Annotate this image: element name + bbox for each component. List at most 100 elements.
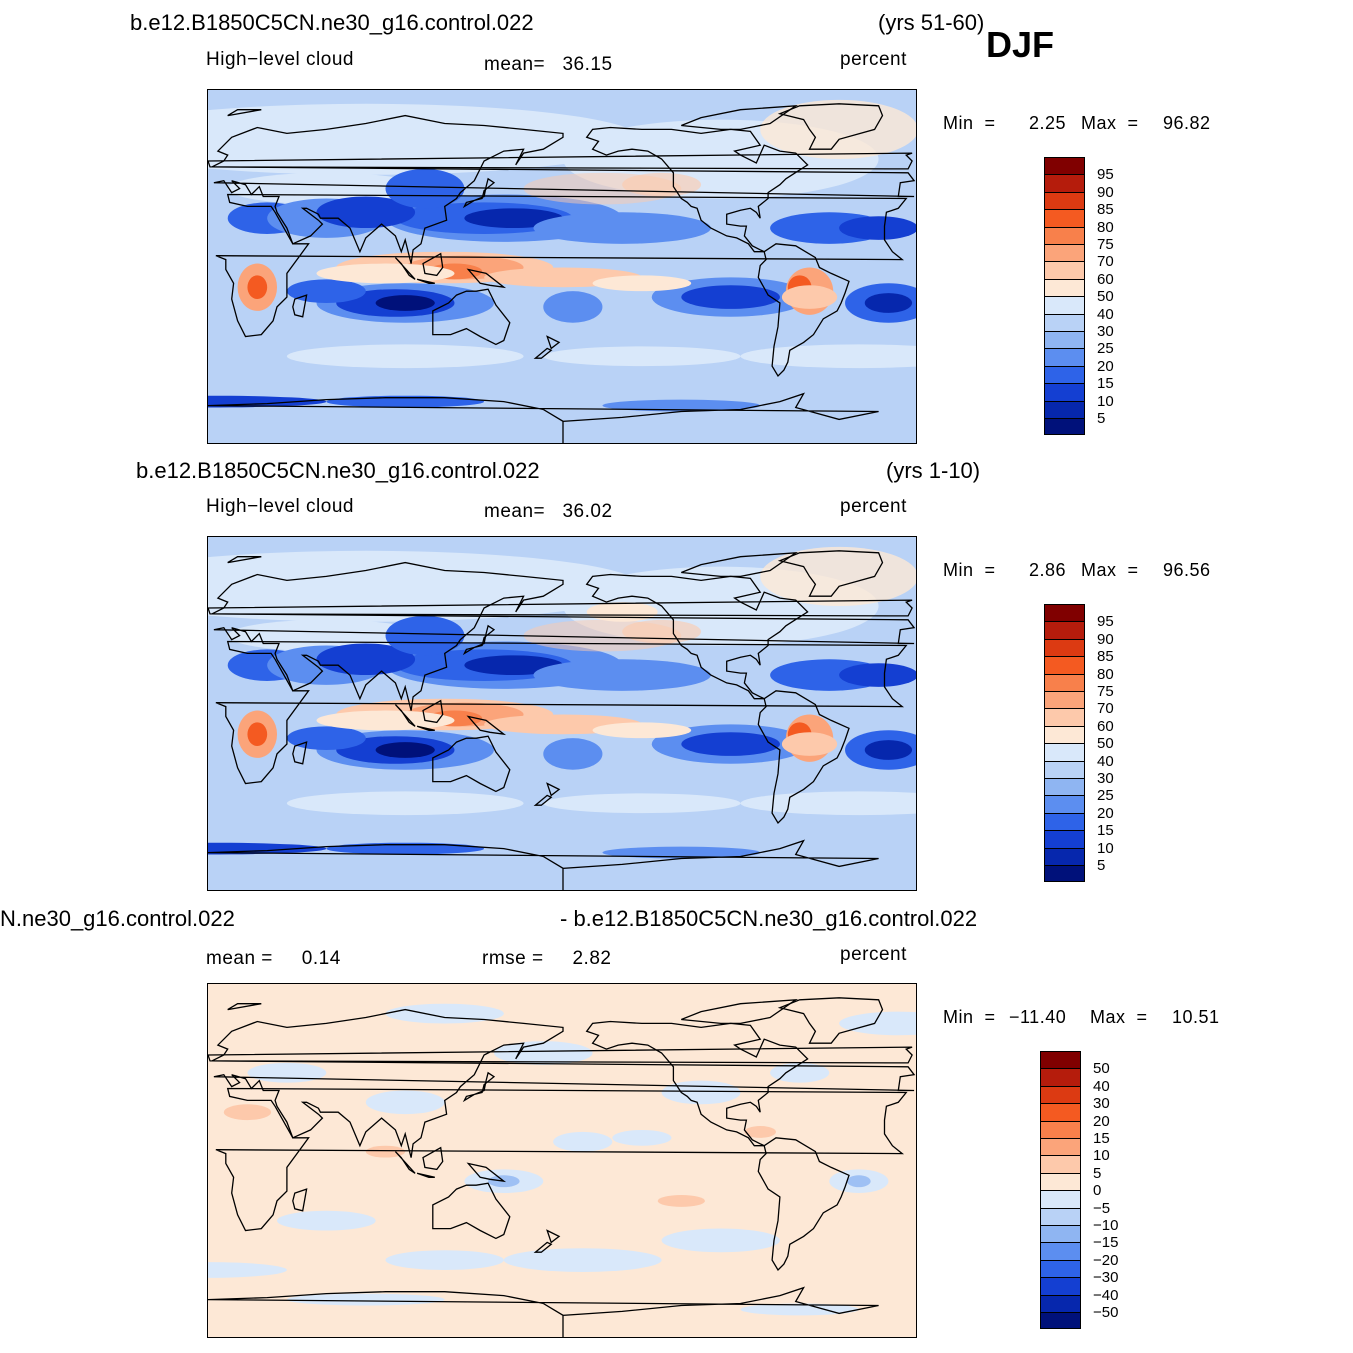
colorbar-box xyxy=(1044,174,1085,192)
colorbar-label: 5 xyxy=(1093,1164,1102,1182)
contour-blob xyxy=(286,1293,445,1306)
contour-blob xyxy=(277,1210,376,1231)
colorbar-frame xyxy=(1044,604,1085,883)
coastline xyxy=(227,109,262,117)
contour-blob xyxy=(543,346,741,367)
colorbar-box xyxy=(1044,313,1085,331)
contour-blob xyxy=(864,293,913,313)
coastline xyxy=(462,177,496,209)
colorbar-label: 5 xyxy=(1097,857,1106,874)
colorbar-label: 80 xyxy=(1097,218,1114,236)
colorbar-label: 10 xyxy=(1097,839,1114,857)
contour-blob xyxy=(781,285,838,309)
contour-blob xyxy=(661,1080,741,1105)
colorbar-box xyxy=(1040,1294,1081,1312)
colorbar-box xyxy=(1044,865,1085,883)
colorbar-label: 70 xyxy=(1097,253,1114,271)
coastline xyxy=(215,640,908,785)
coastline xyxy=(681,998,799,1025)
coastline xyxy=(777,103,884,150)
max-label: Max = xyxy=(1081,560,1139,580)
map-panel-1 xyxy=(207,89,917,444)
units-label: percent xyxy=(840,944,907,965)
coastline xyxy=(422,699,444,724)
colorbar-label: 20 xyxy=(1097,357,1114,375)
variable-label: High−level cloud xyxy=(206,49,354,70)
coastline xyxy=(227,1003,262,1011)
map-background xyxy=(208,984,916,1337)
variable-label: High−level cloud xyxy=(206,496,354,517)
years-label: (yrs 51-60) xyxy=(878,10,985,35)
colorbar-box xyxy=(1044,191,1085,210)
contour-blob xyxy=(592,722,692,739)
coastline xyxy=(208,599,913,617)
colorbar-label: 40 xyxy=(1097,305,1114,323)
colorbar-label: 30 xyxy=(1097,323,1114,340)
colorbar-label: 95 xyxy=(1097,613,1114,631)
colorbar-box xyxy=(1044,760,1085,778)
diff-right-title: - b.e12.B1850C5CN.ne30_g16.control.022 xyxy=(560,906,978,931)
coastline xyxy=(422,252,444,277)
colorbar-label: 20 xyxy=(1097,804,1114,822)
colorbar-1: 95 90 85 80 75 70 60 50 40 30 25 20 15 10 5 xyxy=(1044,157,1114,436)
map-panel-2 xyxy=(207,536,917,891)
case-title: b.e12.B1850C5CN.ne30_g16.control.022 xyxy=(136,458,540,483)
min-label: Min = xyxy=(943,1007,996,1027)
contour-blob xyxy=(740,344,916,369)
rmse-label: rmse = 2.82 xyxy=(482,948,612,969)
colorbar-label: 15 xyxy=(1097,375,1114,393)
colorbar-label: 75 xyxy=(1097,683,1114,700)
colorbar-label: 90 xyxy=(1097,183,1114,201)
colorbar-box xyxy=(1044,743,1085,761)
colorbar-label: −50 xyxy=(1093,1304,1119,1321)
contour-blob xyxy=(286,791,524,816)
colorbar-box xyxy=(1044,621,1085,639)
contour-blob xyxy=(781,732,838,756)
colorbar-box xyxy=(1044,795,1085,813)
contour-blob xyxy=(760,546,916,607)
contour-blob xyxy=(365,1145,406,1158)
coastline xyxy=(533,1241,553,1253)
colorbar-label: 10 xyxy=(1093,1147,1110,1165)
colorbar-label: 70 xyxy=(1097,700,1114,718)
contour-blob xyxy=(543,738,603,770)
colorbar-box xyxy=(1040,1085,1081,1104)
colorbar-box xyxy=(1044,261,1085,279)
season-label: DJF xyxy=(986,24,1055,65)
colorbar-box xyxy=(1044,400,1085,418)
min-value: −11.40 xyxy=(1009,1007,1067,1027)
coastline xyxy=(777,997,884,1044)
mean-label: mean = 0.14 xyxy=(206,948,341,969)
contour-blob xyxy=(847,1175,871,1188)
colorbar-box xyxy=(1040,1277,1081,1295)
coastline xyxy=(208,1046,913,1064)
max-label: Max = xyxy=(1081,113,1139,133)
coastline xyxy=(546,335,561,350)
coastline xyxy=(533,347,553,359)
contour-blob xyxy=(286,279,366,303)
contour-blob xyxy=(553,1131,613,1152)
colorbar-box xyxy=(1044,209,1085,227)
coastline xyxy=(208,152,913,170)
colorbar-box xyxy=(1044,296,1085,314)
coastline xyxy=(292,1188,308,1212)
min-value: 2.25 xyxy=(1029,113,1067,133)
colorbar-label: −30 xyxy=(1093,1269,1119,1287)
contour-blob xyxy=(864,740,913,760)
colorbar-label: 85 xyxy=(1097,201,1114,219)
contour-blob xyxy=(744,1126,776,1138)
max-value: 96.56 xyxy=(1163,560,1211,580)
colorbar-box xyxy=(1044,418,1085,436)
contour-blob xyxy=(316,710,455,731)
colorbar-box xyxy=(1044,778,1085,796)
contour-blob xyxy=(839,1011,916,1036)
contour-blob xyxy=(223,1104,272,1121)
coastline xyxy=(211,114,916,264)
colorbar-label: 30 xyxy=(1093,1095,1110,1113)
colorbar-label: 30 xyxy=(1097,770,1114,787)
contour-blob xyxy=(375,742,435,758)
contour-blob xyxy=(612,1129,672,1146)
coastline xyxy=(422,1146,444,1171)
colorbar-label: 50 xyxy=(1097,735,1114,753)
coastline xyxy=(394,257,416,280)
